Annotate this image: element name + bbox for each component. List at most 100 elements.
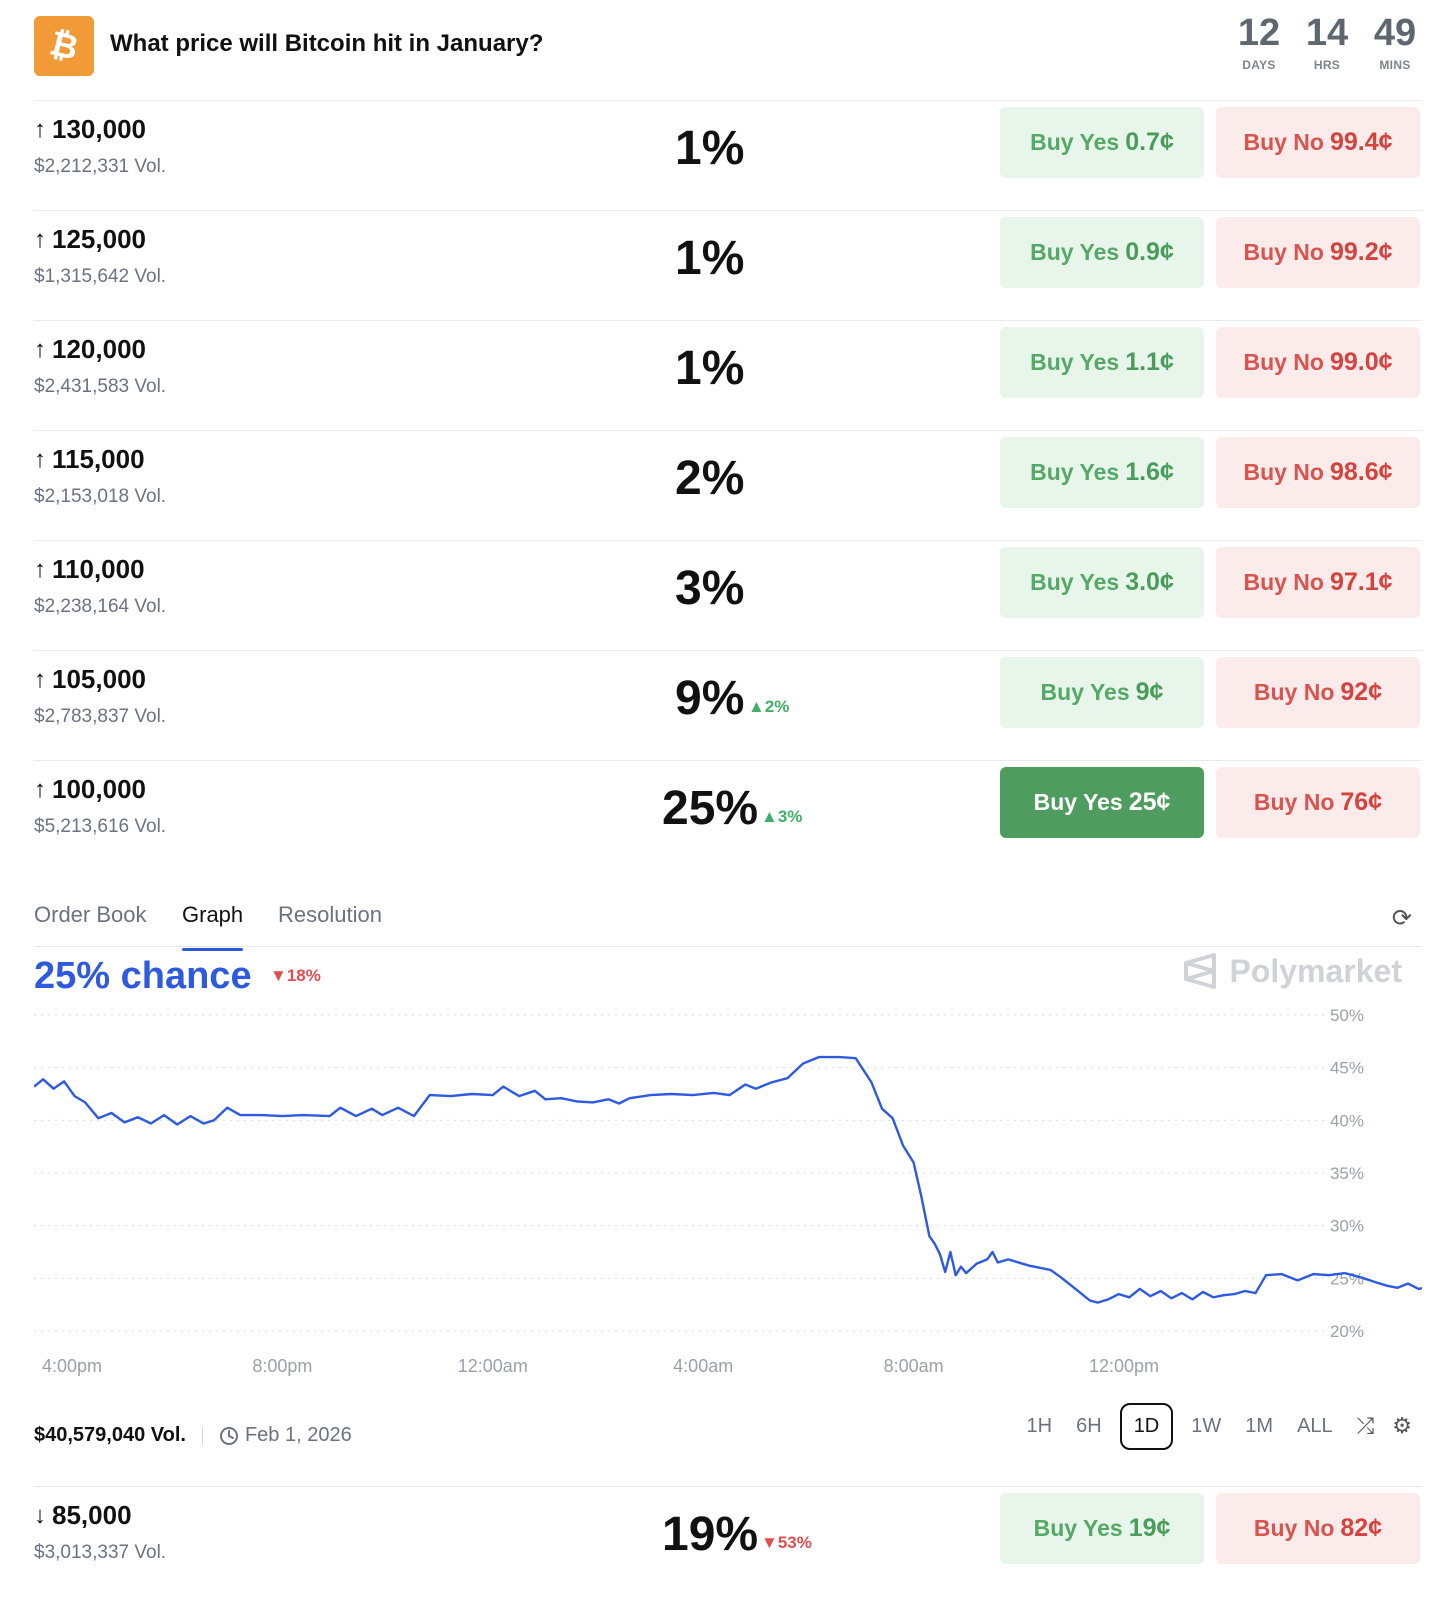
buy-no-label: Buy No bbox=[1243, 459, 1324, 485]
market-row[interactable]: ↓ 85,000 $3,013,337 Vol. 19% ▼53% Buy Yes 19¢ B… bbox=[34, 1487, 1422, 1596]
buy-no-label: Buy No bbox=[1253, 1515, 1335, 1541]
countdown-value: 14 bbox=[1305, 12, 1349, 54]
buy-yes-price: 1.1¢ bbox=[1125, 348, 1174, 376]
buy-yes-button[interactable]: Buy Yes 1.6¢ bbox=[1000, 437, 1204, 508]
buy-yes-button[interactable]: Buy Yes 0.9¢ bbox=[1000, 217, 1204, 288]
market-volume: $2,783,837 Vol. bbox=[34, 706, 167, 727]
market-row[interactable]: ↑ 110,000 $2,238,164 Vol. 3% Buy Yes 3.0¢ Buy … bbox=[34, 540, 1422, 650]
y-tick-label: 50% bbox=[1330, 1006, 1364, 1025]
y-tick-label: 20% bbox=[1330, 1322, 1364, 1341]
range-6h[interactable]: 6H bbox=[1076, 1414, 1102, 1437]
buy-no-label: Buy No bbox=[1253, 679, 1335, 705]
buy-no-button[interactable]: Buy No 99.2¢ bbox=[1216, 217, 1420, 288]
strike-price: ↓ 85,000 bbox=[34, 1500, 132, 1531]
buy-no-label: Buy No bbox=[1243, 129, 1324, 155]
buy-yes-button[interactable]: Buy Yes 3.0¢ bbox=[1000, 547, 1204, 618]
buy-yes-button[interactable]: Buy Yes 19¢ bbox=[1000, 1493, 1204, 1564]
shuffle-icon[interactable]: ⤮ bbox=[1356, 1413, 1375, 1438]
tab-graph[interactable]: Graph bbox=[182, 902, 244, 951]
tab-order-book[interactable]: Order Book bbox=[34, 902, 147, 927]
brand-watermark: Polymarket bbox=[1183, 952, 1402, 990]
countdown-label: DAYS bbox=[1242, 58, 1276, 72]
buy-no-price: 99.2¢ bbox=[1329, 238, 1393, 266]
strike-value: 115,000 bbox=[52, 444, 145, 474]
strike-value: 105,000 bbox=[52, 664, 146, 694]
svg-text:₿: ₿ bbox=[47, 29, 81, 63]
end-date: Feb 1, 2026 bbox=[219, 1424, 352, 1447]
market-probability: 2% bbox=[675, 452, 745, 505]
market-row[interactable]: ↑ 100,000 $5,213,616 Vol. 25% ▲3% Buy Yes 25¢ B… bbox=[34, 760, 1422, 870]
strike-price: ↑ 115,000 bbox=[34, 444, 145, 475]
range-selector: 1H 6H 1D 1W 1M ALL ⤮ ⚙ bbox=[1021, 1400, 1412, 1452]
range-1w[interactable]: 1W bbox=[1191, 1414, 1222, 1437]
buy-no-price: 82¢ bbox=[1340, 1514, 1383, 1542]
countdown: 12 DAYS 14 HRS 49 MINS bbox=[1236, 12, 1418, 72]
range-all[interactable]: ALL bbox=[1297, 1414, 1333, 1437]
buy-no-price: 97.1¢ bbox=[1329, 568, 1393, 596]
market-probability: 25% bbox=[662, 782, 759, 835]
tab-resolution[interactable]: Resolution bbox=[278, 902, 382, 927]
buy-yes-label: Buy Yes bbox=[1033, 789, 1123, 815]
buy-yes-price: 25¢ bbox=[1128, 788, 1171, 816]
buy-yes-button[interactable]: Buy Yes 25¢ bbox=[1000, 767, 1204, 838]
countdown-label: MINS bbox=[1379, 58, 1411, 72]
range-1m[interactable]: 1M bbox=[1245, 1414, 1274, 1437]
buy-no-button[interactable]: Buy No 97.1¢ bbox=[1216, 547, 1420, 618]
buy-no-button[interactable]: Buy No 98.6¢ bbox=[1216, 437, 1420, 508]
strike-price: ↑ 130,000 bbox=[34, 114, 146, 145]
polymarket-logo-icon bbox=[1184, 953, 1217, 989]
buy-no-button[interactable]: Buy No 99.4¢ bbox=[1216, 107, 1420, 178]
countdown-mins: 49 MINS bbox=[1372, 12, 1418, 72]
market-row[interactable]: ↑ 115,000 $2,153,018 Vol. 2% Buy Yes 1.6¢ Buy … bbox=[34, 430, 1422, 540]
market-row[interactable]: ↑ 130,000 $2,212,331 Vol. 1% Buy Yes 0.7¢ Buy … bbox=[34, 100, 1422, 210]
direction-arrow-icon: ↑ bbox=[34, 775, 46, 803]
market-volume: $1,315,642 Vol. bbox=[34, 266, 167, 287]
strike-value: 100,000 bbox=[52, 774, 146, 804]
chance-value: 25% chance bbox=[34, 955, 252, 997]
buy-yes-price: 3.0¢ bbox=[1125, 568, 1174, 596]
x-tick-label: 4:00am bbox=[673, 1356, 733, 1376]
buy-yes-price: 9¢ bbox=[1135, 678, 1164, 706]
strike-value: 110,000 bbox=[52, 554, 145, 584]
market-probability: 19% bbox=[662, 1508, 759, 1561]
market-volume: $5,213,616 Vol. bbox=[34, 816, 167, 837]
y-tick-label: 30% bbox=[1330, 1217, 1364, 1236]
buy-no-button[interactable]: Buy No 92¢ bbox=[1216, 657, 1420, 728]
buy-yes-button[interactable]: Buy Yes 9¢ bbox=[1000, 657, 1204, 728]
buy-yes-button[interactable]: Buy Yes 0.7¢ bbox=[1000, 107, 1204, 178]
countdown-label: HRS bbox=[1313, 58, 1341, 72]
strike-price: ↑ 125,000 bbox=[34, 224, 146, 255]
total-volume: $40,579,040 Vol. bbox=[34, 1424, 186, 1446]
refresh-icon[interactable]: ⟳ bbox=[1391, 905, 1412, 932]
buy-no-price: 76¢ bbox=[1340, 788, 1383, 816]
x-tick-label: 8:00am bbox=[884, 1356, 944, 1376]
strike-price: ↑ 105,000 bbox=[34, 664, 146, 695]
buy-no-button[interactable]: Buy No 82¢ bbox=[1216, 1493, 1420, 1564]
market-page: ₿ What price will Bitcoin hit in January… bbox=[34, 0, 1422, 951]
market-row[interactable]: ↑ 120,000 $2,431,583 Vol. 1% Buy Yes 1.1¢ Buy … bbox=[34, 320, 1422, 430]
y-tick-label: 35% bbox=[1330, 1164, 1364, 1183]
countdown-value: 12 bbox=[1237, 12, 1281, 54]
gear-icon[interactable]: ⚙ bbox=[1392, 1413, 1412, 1438]
buy-no-button[interactable]: Buy No 76¢ bbox=[1216, 767, 1420, 838]
buy-yes-label: Buy Yes bbox=[1030, 239, 1120, 265]
strike-value: 130,000 bbox=[52, 114, 146, 144]
direction-arrow-icon: ↑ bbox=[34, 555, 46, 583]
buy-no-button[interactable]: Buy No 99.0¢ bbox=[1216, 327, 1420, 398]
series-line bbox=[33, 1055, 1440, 1304]
market-title: What price will Bitcoin hit in January? bbox=[110, 30, 544, 57]
x-tick-label: 12:00pm bbox=[1089, 1356, 1159, 1376]
market-volume: $2,212,331 Vol. bbox=[34, 156, 167, 177]
buy-yes-price: 0.7¢ bbox=[1125, 128, 1174, 156]
y-tick-label: 40% bbox=[1330, 1111, 1364, 1130]
range-1d[interactable]: 1D bbox=[1119, 1402, 1174, 1450]
buy-yes-button[interactable]: Buy Yes 1.1¢ bbox=[1000, 327, 1204, 398]
range-1h[interactable]: 1H bbox=[1026, 1414, 1053, 1437]
strike-price: ↑ 110,000 bbox=[34, 554, 145, 585]
market-probability: 1% bbox=[675, 232, 745, 285]
market-probability: 9% bbox=[675, 672, 745, 725]
direction-arrow-icon: ↑ bbox=[34, 115, 46, 143]
market-row[interactable]: ↑ 125,000 $1,315,642 Vol. 1% Buy Yes 0.9¢ Buy … bbox=[34, 210, 1422, 320]
market-row[interactable]: ↑ 105,000 $2,783,837 Vol. 9% ▲2% Buy Yes 9¢ Buy… bbox=[34, 650, 1422, 760]
market-probability: 1% bbox=[675, 342, 745, 395]
